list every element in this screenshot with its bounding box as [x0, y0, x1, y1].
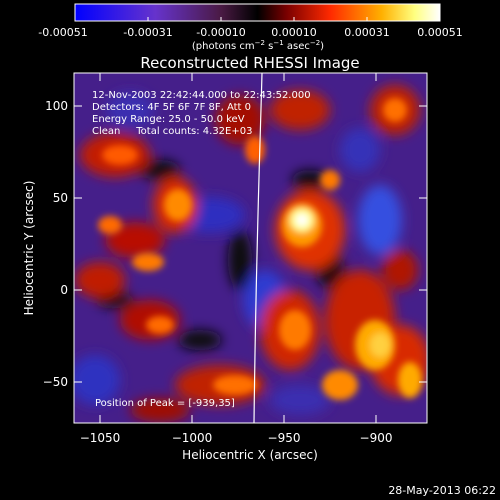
- solar-limb-line: [253, 73, 263, 423]
- colorbar-tick-label: -0.00010: [196, 26, 245, 39]
- x-axis-ticks: [99, 73, 377, 423]
- x-axis-label: Heliocentric X (arcsec): [182, 448, 318, 462]
- colorbar-tick-label: 0.00010: [271, 26, 317, 39]
- x-tick-label: −950: [268, 431, 301, 445]
- image-info: 12-Nov-2003 22:42:44.000 to 22:43:52.000…: [92, 90, 311, 409]
- colorbar-tick-label: -0.00031: [123, 26, 172, 39]
- colorbar-gradient: [75, 4, 440, 21]
- colorbar-tick-label: 0.00051: [417, 26, 463, 39]
- y-tick-label: 100: [45, 99, 68, 113]
- plot-frame: [73, 72, 428, 424]
- x-tick-label: −900: [360, 431, 393, 445]
- x-tick-label: −1000: [172, 431, 213, 445]
- colorbar-units: (photons cm−2 s−1 asec−2): [192, 39, 324, 52]
- rhessi-image: [74, 73, 427, 423]
- colorbar-tick-label: -0.00051: [38, 26, 87, 39]
- colorbar-frame: [74, 3, 441, 22]
- time-range: 12-Nov-2003 22:42:44.000 to 22:43:52.000: [92, 90, 311, 101]
- detectors: Detectors: 4F 5F 6F 7F 8F, Att 0: [92, 102, 251, 113]
- x-tick-label: −1050: [80, 431, 121, 445]
- image-title: Reconstructed RHESSI Image: [140, 54, 359, 72]
- y-axis-label: Heliocentric Y (arcsec): [22, 181, 36, 316]
- y-tick-label: 0: [60, 283, 68, 297]
- colorbar-ticks: [74, 17, 441, 21]
- y-tick-label: 50: [53, 191, 68, 205]
- energy-range: Energy Range: 25.0 - 50.0 keV: [92, 114, 245, 125]
- peak-position: Position of Peak = [-939,35]: [95, 398, 235, 409]
- y-axis-ticks: [74, 105, 427, 383]
- colorbar: -0.00051 -0.00031 -0.00010 0.00010 0.000…: [38, 3, 463, 52]
- y-tick-label: −50: [43, 375, 68, 389]
- clean-total-counts: Clean Total counts: 4.32E+03: [92, 126, 252, 137]
- generation-timestamp: 28-May-2013 06:22: [388, 484, 496, 497]
- colorbar-tick-label: 0.00031: [344, 26, 390, 39]
